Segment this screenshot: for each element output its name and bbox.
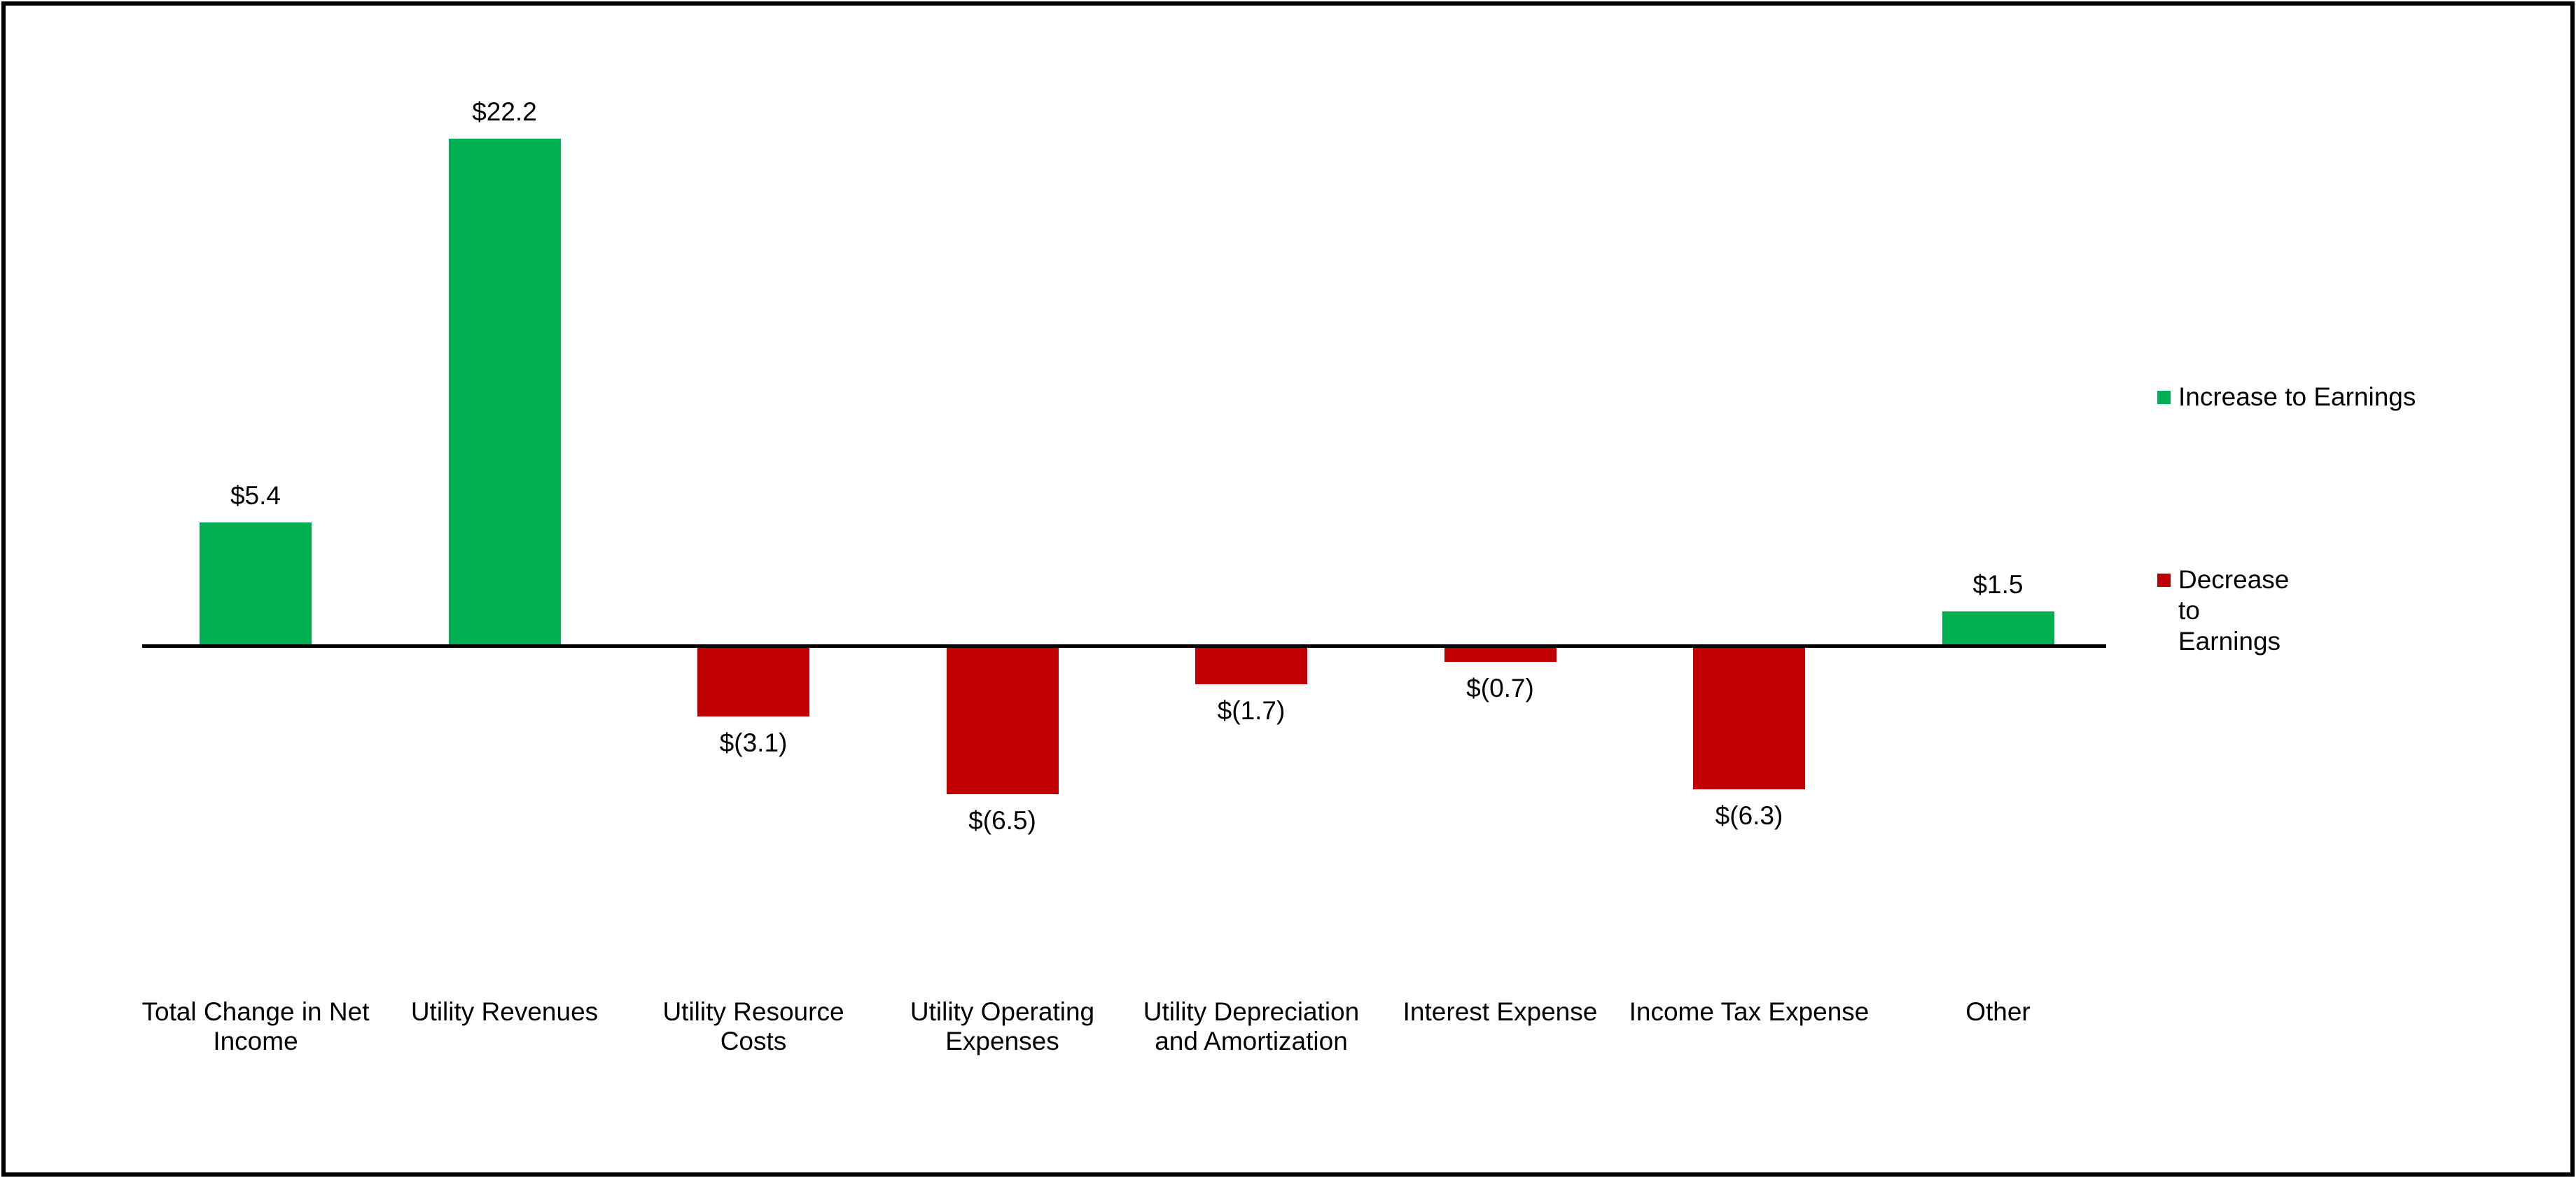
bar-other: [1942, 611, 2054, 646]
category-label-other: Other: [1965, 997, 2031, 1026]
value-label-utility-revenues: $22.2: [472, 97, 537, 126]
bar-total-change-in-net-income: [200, 522, 312, 646]
value-label-income-tax-expense: $(6.3): [1715, 801, 1783, 830]
x-axis-line: [142, 644, 2106, 648]
category-label-total-change-in-net-income: Total Change in Net Income: [141, 997, 370, 1055]
category-label-utility-resource-costs: Utility Resource Costs: [662, 997, 844, 1055]
legend-label-decrease-to-earnings: Decrease to Earnings: [2178, 565, 2290, 656]
bar-utility-resource-costs: [697, 646, 809, 716]
bar-utility-depreciation-and-amortization: [1195, 646, 1307, 684]
value-label-other: $1.5: [1972, 570, 2024, 599]
value-label-utility-resource-costs: $(3.1): [719, 728, 788, 757]
category-label-interest-expense: Interest Expense: [1402, 997, 1598, 1026]
legend-label-increase-to-earnings: Increase to Earnings: [2178, 382, 2416, 411]
value-label-total-change-in-net-income: $5.4: [230, 481, 281, 510]
legend-swatch-increase-to-earnings: [2157, 391, 2171, 404]
bar-interest-expense: [1444, 646, 1557, 662]
category-label-utility-depreciation-and-amortization: Utility Depreciation and Amortization: [1143, 997, 1360, 1055]
value-label-utility-operating-expenses: $(6.5): [968, 806, 1036, 835]
value-label-utility-depreciation-and-amortization: $(1.7): [1217, 696, 1286, 725]
category-label-utility-revenues: Utility Revenues: [410, 997, 599, 1026]
bar-income-tax-expense: [1693, 646, 1805, 789]
bar-utility-revenues: [448, 139, 561, 646]
bar-utility-operating-expenses: [946, 646, 1059, 794]
category-label-utility-operating-expenses: Utility Operating Expenses: [910, 997, 1095, 1055]
value-label-interest-expense: $(0.7): [1466, 674, 1534, 702]
legend-swatch-decrease-to-earnings: [2157, 574, 2171, 587]
category-label-income-tax-expense: Income Tax Expense: [1629, 997, 1870, 1026]
